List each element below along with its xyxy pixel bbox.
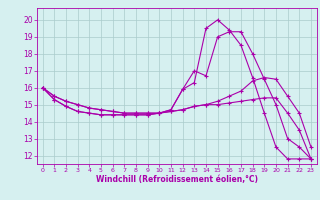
X-axis label: Windchill (Refroidissement éolien,°C): Windchill (Refroidissement éolien,°C) — [96, 175, 258, 184]
